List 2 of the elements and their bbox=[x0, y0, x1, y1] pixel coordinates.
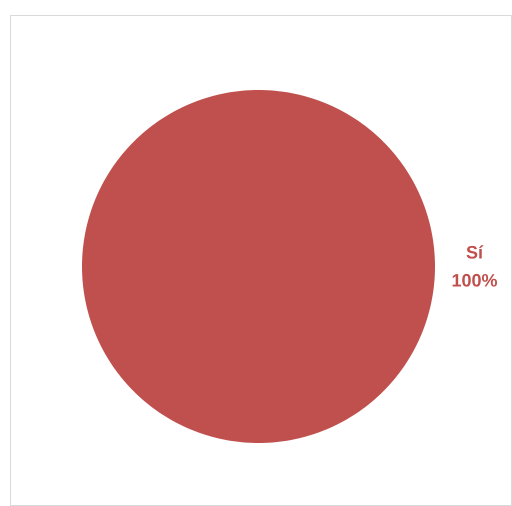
slice-label: Sí bbox=[466, 242, 484, 262]
data-label: 100% bbox=[451, 270, 498, 290]
